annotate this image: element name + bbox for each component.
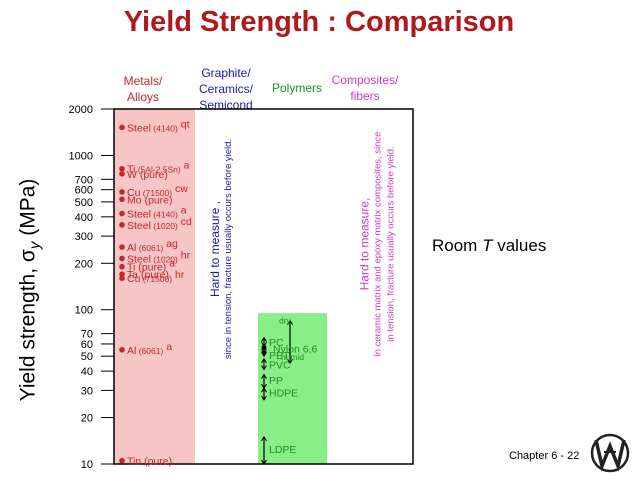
metal-point-9: [119, 263, 125, 270]
polymer-label-5: HDPE: [269, 388, 298, 400]
y-tick-label-300: 300: [75, 231, 93, 243]
metal-label-4: Mo (pure): [127, 194, 173, 206]
room-note-prefix: Room: [432, 236, 483, 255]
polymer-label-1: Nylon 6,6: [273, 344, 318, 356]
room-note-suffix: values: [492, 236, 547, 255]
y-tick-label-50: 50: [81, 351, 93, 363]
y-tick-label-600: 600: [75, 185, 93, 197]
ceramics-annotation-line-2: since in tension, fracture usually occur…: [223, 138, 234, 360]
y-tick-label-700: 700: [75, 174, 93, 186]
metal-point-13: [119, 457, 125, 464]
polymer-range-bottom-arrow-3: [261, 365, 267, 371]
category-composites: Composites/ fibers: [320, 72, 410, 104]
composites-annotation: Hard to measure, in ceramic matrix and e…: [357, 131, 398, 357]
ceramics-annotation-line-1: Hard to measure ,: [208, 200, 222, 298]
polymer-range-top-arrow-1: [287, 319, 293, 325]
metal-point-3: [119, 189, 125, 195]
metal-point-4: [119, 196, 125, 203]
polymer-label-4: PP: [269, 375, 283, 387]
y-tick-label-500: 500: [75, 197, 93, 209]
wiley-logo-icon: [590, 433, 630, 473]
polymer-range-top-arrow-5: [261, 387, 267, 393]
polymer-range-bottom-arrow-6: [261, 459, 267, 465]
polymer-range-bottom-arrow-1: [287, 358, 293, 365]
metal-label-13: Tin (pure): [127, 456, 172, 468]
polymer-label-0: PC: [269, 337, 284, 349]
metal-point-11: [119, 275, 125, 282]
polymer-label-3: PVC: [269, 360, 291, 372]
y-tick-label-1000: 1000: [69, 150, 93, 162]
ceramics-annotation: Hard to measure , since in tension, frac…: [208, 138, 235, 360]
category-metals-line-1: Metals/: [123, 74, 163, 88]
metal-label-2: W (pure): [127, 169, 168, 181]
y-tick-label-100: 100: [75, 305, 93, 317]
room-note-italic: T: [482, 236, 493, 255]
composites-annotation-line-3: in tension, fracture usually occurs befo…: [385, 146, 397, 342]
metal-point-2: [119, 171, 125, 177]
polymer-range-bottom-arrow-5: [261, 395, 267, 401]
y-tick-label-40: 40: [81, 366, 93, 378]
polymer-label-2: PET: [269, 350, 290, 362]
metal-label-10: Ta (pure): [127, 269, 169, 281]
polymer-range-top-arrow-6: [261, 435, 267, 442]
category-polymers: Polymers: [262, 80, 332, 96]
polymer-range-top-arrow-3: [261, 357, 267, 364]
metal-point-10: [119, 271, 125, 277]
composites-annotation-line-2: in ceramic matrix and epoxy matrix compo…: [372, 131, 384, 357]
polymer-dry-label: dry: [279, 316, 292, 326]
polymer-humid-label: humid: [281, 352, 304, 362]
y-tick-label-20: 20: [81, 413, 93, 425]
metals-band: [114, 109, 195, 464]
y-tick-label-400: 400: [75, 212, 93, 224]
chart-title: Yield Strength : Comparison: [123, 6, 515, 38]
metal-label-9: Ti (pure) a: [127, 258, 175, 274]
polymer-range-top-arrow-0: [261, 336, 267, 342]
category-polymers-line-1: Polymers: [271, 81, 322, 95]
metal-point-1: [119, 165, 125, 172]
category-composites-line-1: Composites/: [331, 73, 399, 87]
metal-point-12: [119, 346, 125, 353]
y-tick-label-200: 200: [75, 258, 93, 270]
metal-point-5: [119, 210, 125, 217]
y-tick-label-2000: 2000: [69, 104, 93, 116]
y-tick-label-10: 10: [81, 459, 93, 471]
metal-point-8: [119, 255, 125, 262]
category-composites-line-2: fibers: [350, 89, 380, 103]
polymer-range-top-arrow-4: [261, 373, 267, 379]
polymer-point-nylon-a: [261, 344, 267, 350]
polymer-label-6: LDPE: [269, 444, 296, 456]
category-metals-line-2: Alloys: [126, 90, 159, 104]
metal-point-7: [119, 244, 125, 250]
metal-point-6: [119, 222, 125, 228]
metal-point-0: [119, 124, 125, 131]
y-tick-label-30: 30: [81, 385, 93, 397]
y-tick-label-70: 70: [81, 329, 93, 341]
polymer-point-nylon-b: [261, 349, 267, 355]
polymers-band: [258, 313, 327, 464]
chapter-footer: Chapter 6 - 22: [509, 450, 580, 462]
category-metals: Metals/ Alloys: [108, 73, 178, 105]
y-tick-label-60: 60: [81, 339, 93, 351]
category-ceramics-line-1: Graphite/: [201, 66, 251, 80]
room-temperature-note: Room T values: [432, 236, 546, 256]
category-ceramics-line-2: Ceramics/: [198, 82, 253, 96]
composites-annotation-line-1: Hard to measure,: [357, 197, 372, 291]
